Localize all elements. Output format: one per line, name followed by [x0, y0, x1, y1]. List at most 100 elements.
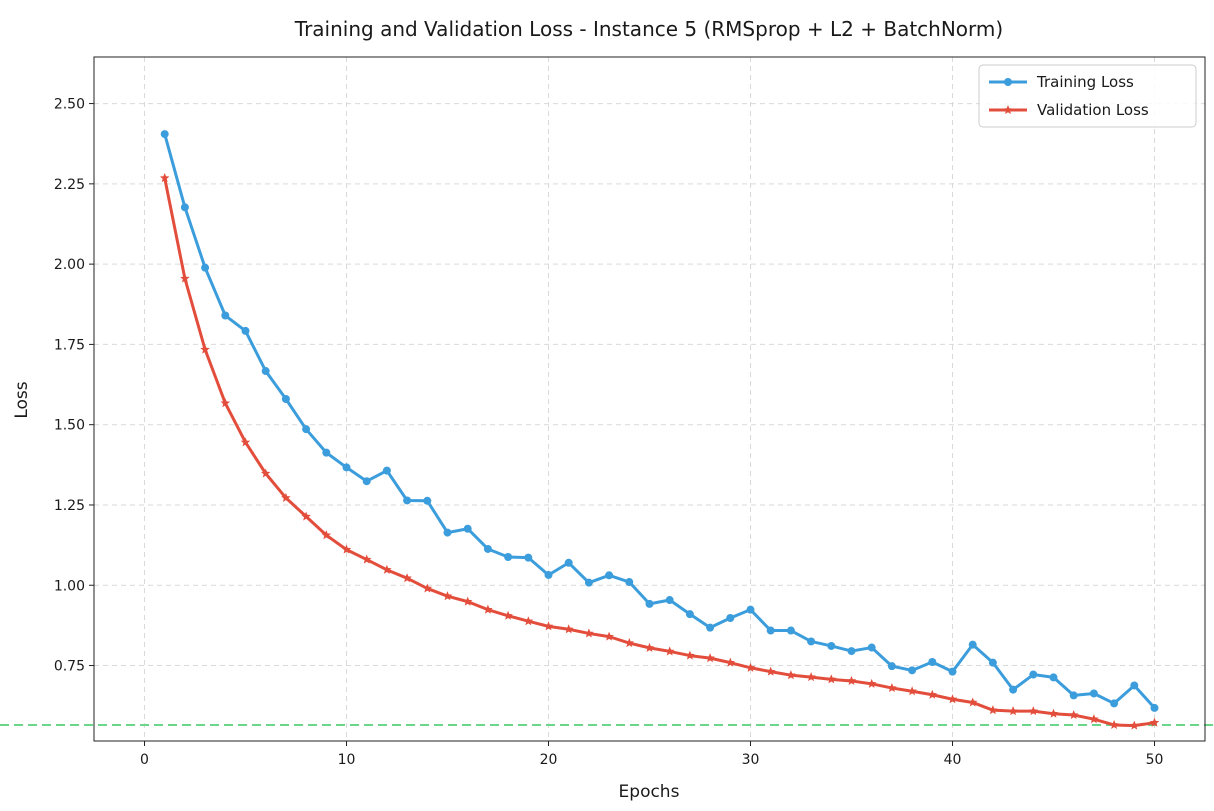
- data-point: [1049, 673, 1058, 682]
- data-point: [1130, 681, 1139, 690]
- data-point: [948, 667, 957, 676]
- data-point: [159, 173, 170, 183]
- data-point: [1048, 708, 1059, 718]
- data-point: [827, 641, 836, 650]
- data-point: [746, 605, 755, 614]
- data-point: [806, 672, 816, 682]
- data-point: [442, 591, 453, 601]
- data-point: [1149, 717, 1160, 727]
- data-point: [685, 610, 694, 619]
- data-point: [503, 610, 513, 620]
- data-point: [866, 678, 877, 688]
- y-axis-label: Loss: [12, 381, 32, 418]
- data-point: [483, 604, 493, 614]
- series-training: [160, 130, 1159, 712]
- data-point: [362, 477, 371, 486]
- series-group: [159, 130, 1160, 730]
- data-point: [321, 530, 332, 540]
- data-point: [301, 511, 311, 521]
- data-point: [221, 311, 230, 320]
- data-point: [765, 666, 776, 676]
- chart-title: Training and Validation Loss - Instance …: [294, 17, 1003, 41]
- data-point: [706, 623, 715, 632]
- data-point: [685, 650, 695, 660]
- data-point: [302, 425, 311, 434]
- data-point: [403, 496, 412, 505]
- data-point: [1068, 709, 1079, 720]
- data-point: [342, 463, 351, 472]
- data-point: [988, 658, 997, 667]
- data-point: [241, 326, 250, 335]
- y-tick-label: 1.50: [54, 418, 85, 434]
- data-point: [160, 130, 169, 139]
- data-point: [604, 631, 614, 641]
- y-tick-label: 2.25: [54, 177, 85, 193]
- data-point: [462, 596, 473, 606]
- data-point: [201, 263, 210, 272]
- legend-label: Training Loss: [1036, 73, 1134, 91]
- data-point: [382, 564, 392, 574]
- data-point: [867, 643, 876, 652]
- data-point: [180, 273, 190, 283]
- data-point: [726, 614, 735, 623]
- data-point: [1089, 689, 1098, 698]
- data-point: [423, 496, 432, 505]
- data-point: [807, 637, 816, 646]
- grid-lines: [94, 57, 1205, 741]
- y-tick-label: 1.00: [54, 578, 85, 594]
- data-point: [1150, 703, 1159, 712]
- data-point: [281, 395, 290, 403]
- data-point: [523, 616, 534, 626]
- legend: Training Loss Validation Loss: [978, 64, 1197, 128]
- data-point: [887, 662, 896, 671]
- data-point: [463, 524, 472, 533]
- x-tick-label: 50: [1146, 752, 1164, 768]
- data-point: [200, 344, 210, 354]
- data-point: [543, 621, 554, 631]
- x-tick-label: 20: [540, 752, 558, 768]
- y-axis: 0.75 1.00 1.25 1.50 1.75 2.00 2.25 2.50: [54, 97, 94, 675]
- data-point: [664, 646, 675, 656]
- data-point: [1110, 699, 1119, 708]
- x-tick-label: 10: [338, 752, 356, 768]
- data-point: [1029, 670, 1038, 679]
- data-point: [1008, 706, 1018, 716]
- legend-marker: [1003, 105, 1013, 115]
- x-axis-label: Epochs: [619, 782, 680, 802]
- y-tick-label: 0.75: [54, 659, 85, 675]
- data-point: [766, 626, 775, 635]
- data-point: [504, 552, 513, 561]
- data-point: [887, 683, 897, 693]
- data-point: [725, 657, 736, 667]
- data-point: [665, 596, 674, 605]
- data-point: [908, 666, 917, 675]
- y-tick-label: 2.50: [54, 97, 85, 113]
- data-point: [220, 398, 231, 408]
- data-point: [483, 544, 492, 553]
- data-point: [947, 694, 958, 704]
- data-point: [907, 686, 917, 696]
- data-point: [846, 675, 857, 685]
- y-tick-label: 2.00: [54, 257, 85, 273]
- data-point: [705, 653, 715, 663]
- data-point: [341, 544, 352, 554]
- data-point: [928, 658, 937, 667]
- data-point: [281, 492, 291, 502]
- data-point: [402, 573, 412, 583]
- legend-item-training: Training Loss: [989, 73, 1134, 91]
- data-point: [625, 578, 634, 587]
- data-point: [563, 624, 574, 634]
- legend-box: [978, 64, 1197, 128]
- plot-frame: [93, 56, 1206, 742]
- legend-marker: [1004, 78, 1012, 86]
- data-point: [1109, 719, 1119, 729]
- data-point: [644, 642, 655, 652]
- legend-item-validation: Validation Loss: [989, 101, 1149, 119]
- data-point: [180, 203, 189, 212]
- data-point: [927, 689, 938, 699]
- data-point: [1129, 720, 1140, 730]
- data-point: [422, 583, 433, 593]
- x-tick-label: 30: [742, 752, 760, 768]
